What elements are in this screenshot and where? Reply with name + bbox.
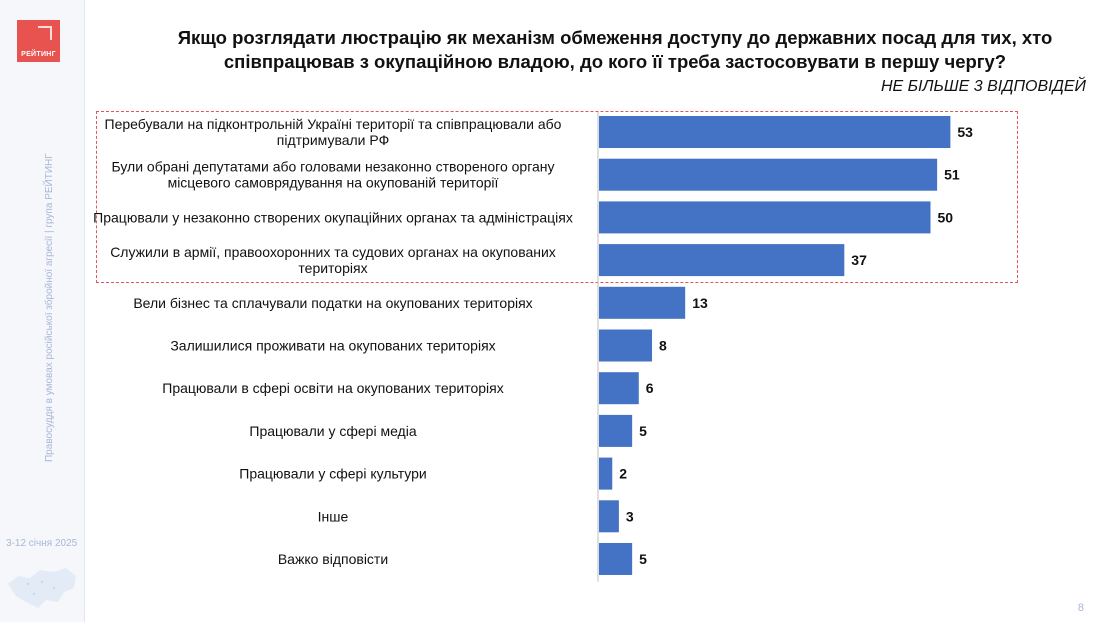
data-label-5: 13 — [692, 295, 708, 311]
ukraine-map-icon — [8, 568, 76, 608]
category-label-10: Інше — [318, 508, 349, 524]
chart-subtitle: НЕ БІЛЬШЕ 3 ВІДПОВІДЕЙ — [880, 78, 1086, 95]
data-label-2: 51 — [944, 167, 960, 183]
sidebar: РЕЙТИНГ Правосуддя в умовах російської з… — [0, 0, 85, 622]
brand-logo: РЕЙТИНГ — [17, 20, 60, 62]
data-label-1: 53 — [957, 124, 973, 140]
logo-mark-icon — [38, 26, 52, 40]
category-label-9: Працювали у сфері культури — [239, 466, 426, 482]
category-label-4: Служили в армії, правоохоронних та судов… — [110, 244, 556, 276]
category-label-2: Були обрані депутатами або головами неза… — [111, 159, 554, 191]
data-label-4: 37 — [851, 252, 867, 268]
logo-text: РЕЙТИНГ — [21, 51, 56, 58]
bar-2 — [599, 158, 938, 191]
data-label-6: 8 — [659, 338, 667, 354]
data-label-8: 5 — [639, 423, 647, 439]
data-label-7: 6 — [646, 380, 654, 396]
bar-11 — [599, 543, 633, 575]
category-label-1: Перебували на підконтрольній Україні тер… — [105, 116, 562, 148]
chart-title: Якщо розглядати люстрацію як механізм об… — [177, 27, 1053, 72]
category-label-8: Працювали у сфері медіа — [249, 423, 416, 439]
category-label-3: Працювали у незаконно створених окупацій… — [93, 209, 573, 225]
survey-date: 3-12 січня 2025 — [6, 538, 78, 549]
highlight-box — [96, 111, 1018, 283]
bar-3 — [599, 201, 931, 234]
bar-10 — [599, 500, 619, 533]
bar-8 — [599, 414, 633, 447]
data-label-3: 50 — [938, 209, 954, 225]
bar-6 — [599, 329, 653, 362]
data-label-9: 2 — [619, 466, 627, 482]
bar-9 — [599, 457, 613, 490]
bar-5 — [599, 286, 686, 319]
category-label-5: Вели бізнес та сплачували податки на оку… — [133, 295, 532, 311]
category-label-7: Працювали в сфері освіти на окупованих т… — [162, 380, 504, 396]
data-label-10: 3 — [626, 508, 634, 524]
bar-7 — [599, 372, 639, 405]
page-number: 8 — [1077, 602, 1084, 614]
category-label-11: Важко відповісти — [278, 551, 388, 567]
category-label-6: Залишилися проживати на окупованих терит… — [170, 338, 495, 354]
data-label-11: 5 — [639, 551, 647, 567]
bar-1 — [599, 116, 951, 148]
bar-4 — [599, 244, 845, 277]
